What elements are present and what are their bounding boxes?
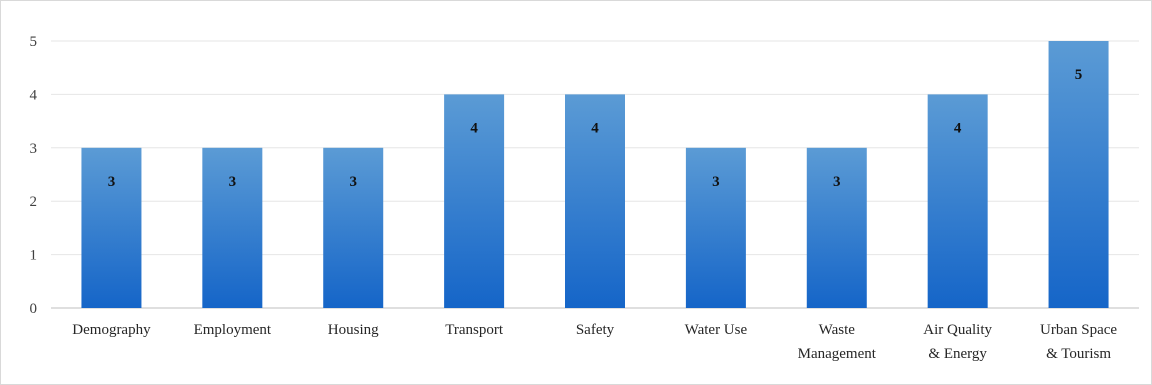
data-label: 4: [591, 120, 599, 136]
bar: [81, 147, 142, 308]
data-label: 3: [229, 174, 237, 190]
y-tick-label: 5: [30, 34, 38, 50]
x-tick-label: Air Quality & Energy: [923, 322, 992, 362]
data-label: 3: [108, 174, 116, 190]
x-tick-label: Water Use: [685, 322, 748, 338]
y-tick-label: 1: [30, 248, 38, 264]
data-label: 3: [712, 174, 720, 190]
bar: [927, 94, 988, 309]
x-axis-categories: Demography Employment Housing Transport Safe…: [72, 322, 1117, 362]
x-tick-label: Waste Management: [798, 322, 877, 362]
x-tick-label: Demography: [72, 322, 151, 338]
y-tick-label: 4: [30, 87, 38, 103]
bar: [685, 147, 746, 308]
bar: [806, 147, 867, 308]
x-tick-label: Employment: [194, 322, 272, 338]
x-tick-label: Housing: [328, 322, 379, 338]
bars: [81, 41, 1109, 309]
data-labels: 3 3 3 4 4 3 3 4 5: [108, 67, 1083, 190]
x-tick-label: Safety: [576, 322, 615, 338]
bar: [565, 94, 625, 309]
bar: [323, 147, 384, 308]
x-tick-label: Transport: [445, 322, 504, 338]
y-axis-ticks: 0 1 2 3 4 5: [30, 34, 38, 317]
x-tick-label: Urban Space & Tourism: [1040, 322, 1117, 362]
y-tick-label: 3: [30, 141, 38, 157]
data-label: 3: [833, 174, 841, 190]
bar: [202, 147, 263, 308]
bar: [1048, 41, 1109, 308]
data-label: 4: [470, 120, 478, 136]
data-label: 3: [349, 174, 357, 190]
bar: [444, 94, 505, 309]
data-label: 5: [1075, 67, 1083, 83]
y-tick-label: 2: [30, 194, 38, 210]
y-tick-label: 0: [30, 301, 38, 317]
data-label: 4: [954, 120, 962, 136]
